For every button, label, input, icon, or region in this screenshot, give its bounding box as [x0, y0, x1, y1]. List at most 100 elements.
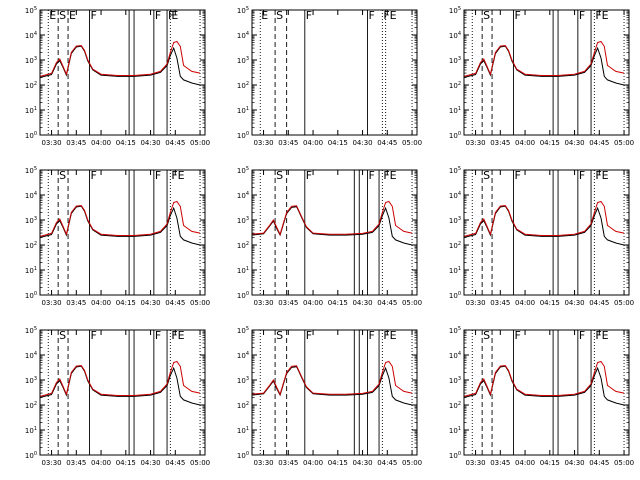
y-tick-base: 10 — [449, 242, 458, 250]
y-tick-label: 104 — [449, 191, 461, 200]
y-tick-base: 10 — [237, 402, 246, 410]
y-tick-label: 103 — [237, 216, 249, 225]
y-tick-base: 10 — [237, 242, 246, 250]
y-tick-base: 10 — [449, 452, 458, 460]
y-tick-exponent: 3 — [246, 216, 249, 222]
lld-series-line — [39, 360, 201, 397]
y-tick-label: 100 — [25, 131, 37, 140]
y-tick-label: 105 — [237, 326, 249, 335]
x-tick-label: 04:15 — [328, 139, 348, 147]
plot-frame — [251, 329, 418, 456]
y-tick-base: 10 — [25, 57, 34, 65]
marker-label: F — [579, 9, 585, 22]
plot-frame — [463, 9, 630, 136]
y-tick-base: 10 — [237, 167, 246, 175]
lld-series-line — [251, 360, 413, 396]
x-tick-label: 04:00 — [91, 139, 111, 147]
y-tick-exponent: 3 — [458, 56, 461, 62]
y-tick-exponent: 1 — [246, 106, 249, 112]
marker-label: F — [369, 169, 375, 182]
y-tick-base: 10 — [25, 107, 34, 115]
y-tick-label: 102 — [449, 241, 461, 250]
x-tick-label: 05:00 — [614, 299, 634, 307]
y-tick-exponent: 3 — [246, 376, 249, 382]
x-tick-label: 04:45 — [165, 299, 185, 307]
y-tick-label: 101 — [25, 266, 37, 275]
x-tick-label: 03:30 — [465, 299, 485, 307]
y-tick-label: 100 — [449, 291, 461, 300]
marker-label: F — [155, 169, 161, 182]
y-tick-label: 100 — [449, 131, 461, 140]
y-tick-exponent: 2 — [458, 241, 461, 247]
x-tick-label: 04:45 — [165, 139, 185, 147]
x-tick-label: 03:30 — [41, 299, 61, 307]
y-tick-base: 10 — [237, 452, 246, 460]
y-tick-label: 104 — [25, 191, 37, 200]
y-tick-label: 103 — [449, 216, 461, 225]
y-tick-label: 102 — [25, 401, 37, 410]
y-tick-exponent: 4 — [246, 191, 249, 197]
x-tick-label: 03:45 — [490, 299, 510, 307]
y-tick-label: 105 — [25, 166, 37, 175]
y-tick-base: 10 — [237, 327, 246, 335]
y-tick-exponent: 4 — [246, 351, 249, 357]
marker-label: F — [579, 329, 585, 342]
y-tick-label: 103 — [25, 216, 37, 225]
events-series-line — [39, 205, 201, 246]
x-tick-label: 04:15 — [540, 459, 560, 467]
lld-series-line — [463, 360, 625, 397]
y-tick-base: 10 — [449, 377, 458, 385]
y-tick-exponent: 0 — [34, 131, 37, 137]
y-tick-label: 101 — [237, 106, 249, 115]
y-tick-base: 10 — [25, 267, 34, 275]
plot-frame — [251, 169, 418, 296]
x-tick-label: 05:00 — [402, 139, 422, 147]
y-tick-base: 10 — [449, 267, 458, 275]
y-tick-exponent: 4 — [34, 191, 37, 197]
y-tick-base: 10 — [237, 192, 246, 200]
marker-label: F — [91, 169, 97, 182]
y-tick-exponent: 3 — [34, 56, 37, 62]
y-tick-base: 10 — [237, 352, 246, 360]
x-tick-label: 04:30 — [352, 299, 372, 307]
y-tick-base: 10 — [25, 242, 34, 250]
marker-label: F — [515, 169, 521, 182]
x-tick-label: 05:00 — [190, 459, 210, 467]
marker-label: E — [171, 9, 178, 22]
x-tick-label: 04:15 — [116, 459, 136, 467]
marker-label: F — [306, 329, 312, 342]
marker-label: F — [306, 9, 312, 22]
y-tick-label: 100 — [237, 451, 249, 460]
x-tick-label: 03:30 — [253, 139, 273, 147]
y-tick-label: 101 — [237, 426, 249, 435]
x-tick-label: 04:00 — [303, 459, 323, 467]
y-tick-base: 10 — [237, 217, 246, 225]
x-tick-label: 04:45 — [589, 459, 609, 467]
marker-label: F — [168, 9, 174, 22]
marker-label: F — [579, 169, 585, 182]
y-tick-base: 10 — [237, 107, 246, 115]
y-tick-exponent: 2 — [246, 241, 249, 247]
marker-label: FE — [383, 9, 396, 22]
y-tick-label: 101 — [25, 426, 37, 435]
y-tick-exponent: 2 — [34, 401, 37, 407]
marker-label: S — [59, 169, 66, 182]
lld-series-line — [251, 200, 413, 236]
y-tick-base: 10 — [25, 427, 34, 435]
y-tick-exponent: 3 — [34, 376, 37, 382]
y-tick-base: 10 — [449, 217, 458, 225]
y-tick-exponent: 1 — [458, 426, 461, 432]
y-tick-exponent: 1 — [246, 426, 249, 432]
x-tick-label: 03:45 — [278, 299, 298, 307]
marker-label: S — [276, 9, 283, 22]
x-tick-label: 04:30 — [564, 139, 584, 147]
y-tick-base: 10 — [25, 7, 34, 15]
marker-label: S — [483, 329, 490, 342]
y-tick-exponent: 0 — [458, 131, 461, 137]
y-tick-exponent: 0 — [458, 291, 461, 297]
y-tick-label: 103 — [25, 376, 37, 385]
plot-frame — [251, 9, 418, 136]
y-tick-label: 105 — [237, 6, 249, 15]
